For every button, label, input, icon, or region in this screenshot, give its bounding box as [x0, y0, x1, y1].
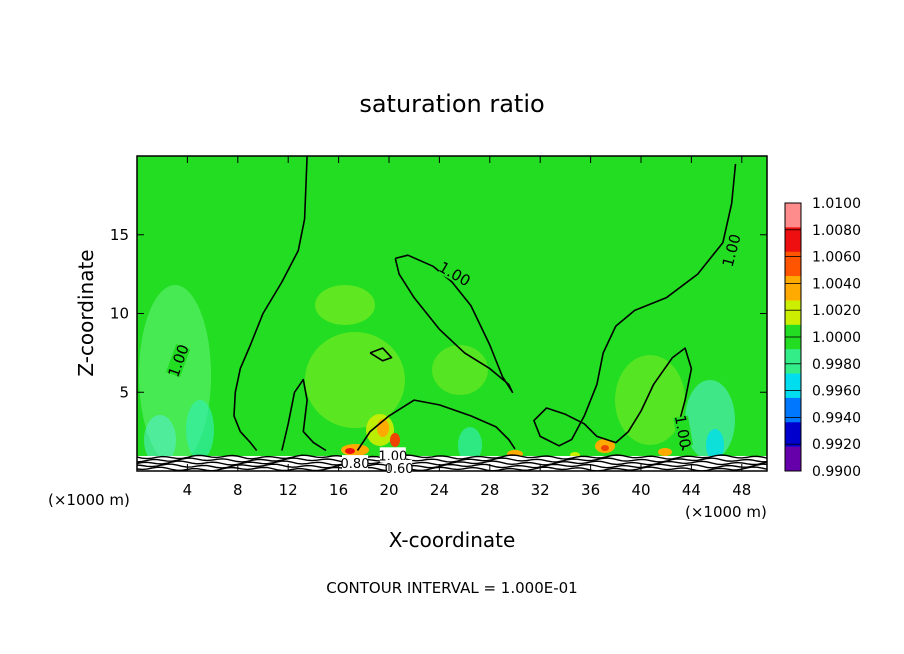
- y-axis-ticks: 5 10 15: [110, 226, 767, 401]
- field-blob: [315, 285, 375, 325]
- y-tick-label: 15: [110, 226, 129, 244]
- field-blob: [658, 448, 672, 456]
- contour-label-bg: [386, 459, 413, 475]
- colorbar-segment: [785, 349, 801, 374]
- x-tick-label: 24: [430, 481, 449, 499]
- colorbar-segment: [785, 373, 801, 399]
- contour-line: [356, 399, 516, 451]
- plot-area: [137, 156, 767, 471]
- colorbar-label: 1.0040: [812, 276, 861, 292]
- contour-label-text: 0.80: [341, 457, 370, 472]
- field-blob: [144, 415, 176, 465]
- x-tick-label: 4: [183, 481, 193, 499]
- contour-label-text: 0.60: [385, 462, 414, 477]
- colorbar-label: 1.0080: [812, 223, 861, 239]
- contour-label-bg: [720, 233, 743, 267]
- contour-label-bg: [673, 415, 694, 448]
- colorbar-segment: [785, 227, 801, 253]
- colorbar-label: 1.0020: [812, 303, 861, 319]
- colorbar-label: 0.9960: [812, 384, 861, 400]
- y-tick-label: 5: [119, 383, 129, 401]
- colorbar-segment: [785, 397, 801, 423]
- field-blob: [601, 445, 609, 451]
- contour-label-bg: [438, 259, 472, 288]
- colorbar-label: 0.9920: [812, 437, 861, 453]
- chart-title: saturation ratio: [359, 90, 544, 118]
- y-tick-label: 10: [110, 305, 129, 323]
- contour-line: [281, 378, 327, 452]
- x-tick-label: 32: [531, 481, 550, 499]
- colorbar-segment: [785, 300, 801, 326]
- contour-interval-note: CONTOUR INTERVAL = 1.000E-01: [326, 579, 577, 597]
- colorbar-segment: [785, 446, 801, 472]
- x-tick-label: 44: [682, 481, 701, 499]
- field-blob: [432, 345, 488, 395]
- colorbar-label: 1.0000: [812, 330, 861, 346]
- x-axis-label: X-coordinate: [389, 528, 516, 552]
- surface-contour-line: [137, 454, 767, 460]
- colorbar-segment: [785, 203, 801, 228]
- surface-contour-lines: [137, 454, 767, 471]
- contour-line: [369, 347, 393, 362]
- x-tick-label: 16: [329, 481, 348, 499]
- colorbar-label: 0.9980: [812, 357, 861, 373]
- x-axis-ticks: 4 8 12 16 20 24 28 32 36 40 44 48: [183, 156, 751, 499]
- x-tick-label: 8: [233, 481, 243, 499]
- colorbar-segment: [785, 422, 801, 447]
- surface-contour-line: [137, 460, 767, 466]
- x-tick-label: 12: [279, 481, 298, 499]
- field-blob: [345, 448, 355, 454]
- contour-label: 0.60: [385, 459, 414, 477]
- field-blob: [615, 355, 685, 445]
- contour-line: [533, 163, 737, 451]
- contour-label-bg: [379, 447, 406, 463]
- x-tick-label: 20: [379, 481, 398, 499]
- x-tick-label: 40: [631, 481, 650, 499]
- contour-label: 0.80: [341, 455, 370, 472]
- colorbar-label: 0.9900: [812, 464, 861, 480]
- x-unit-label-left: (×1000 m): [48, 491, 130, 509]
- y-axis-label: Z-coordinate: [74, 249, 98, 376]
- colorbar-label: 1.0060: [812, 250, 861, 266]
- x-tick-label: 36: [581, 481, 600, 499]
- contour-label-text: 1.00: [671, 414, 695, 450]
- x-tick-label: 48: [732, 481, 751, 499]
- x-tick-label: 28: [480, 481, 499, 499]
- field-blob: [706, 429, 724, 461]
- contour-label: 1.00: [671, 414, 695, 450]
- colorbar: 1.0100 1.0080 1.0060 1.0040 1.0020 1.0000 0.99…: [784, 196, 861, 480]
- field-blob: [186, 400, 214, 460]
- field-blob: [341, 444, 369, 456]
- contour-label-bg: [165, 343, 191, 378]
- colorbar-label: 0.9940: [812, 410, 861, 426]
- field-blob: [390, 433, 400, 447]
- surface-contour-line: [137, 466, 767, 471]
- field-blob: [458, 427, 482, 463]
- colorbar-segment: [785, 251, 801, 277]
- contour-line: [233, 156, 308, 451]
- surface-contour-line: [137, 463, 767, 469]
- field-blob: [305, 332, 405, 428]
- x-unit-label-right: (×1000 m): [685, 503, 767, 521]
- colorbar-segment: [785, 276, 801, 301]
- colorbar-label: 1.0100: [812, 196, 861, 212]
- contour-label-bg: [342, 455, 368, 471]
